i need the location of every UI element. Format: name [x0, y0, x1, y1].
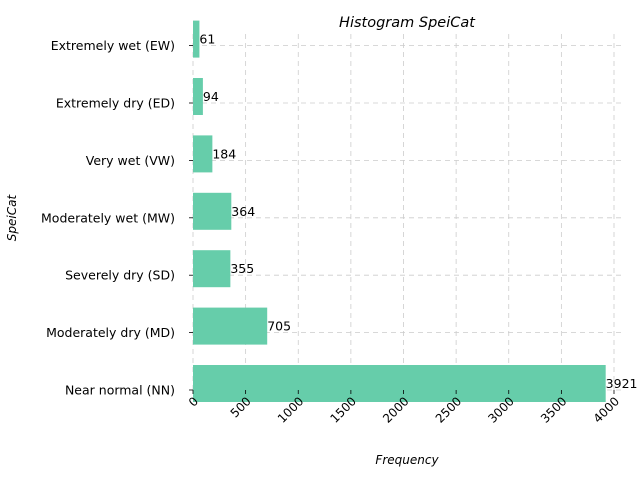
tick-layer — [189, 45, 615, 394]
chart-title: Histogram SpeiCat — [339, 15, 476, 31]
bar — [193, 365, 606, 402]
y-tick-label: Moderately wet (MW) — [41, 210, 175, 225]
bar-value-label: 3921 — [606, 376, 638, 391]
y-tick-label: Extremely dry (ED) — [56, 96, 175, 111]
bar-value-label: 355 — [230, 261, 254, 276]
y-tick-label: Severely dry (SD) — [65, 268, 175, 283]
y-tick-label: Very wet (VW) — [86, 153, 175, 168]
x-axis-label: Frequency — [375, 453, 439, 467]
bar — [193, 135, 213, 173]
y-tick-label: Moderately dry (MD) — [46, 325, 175, 340]
bar-value-label: 705 — [267, 319, 291, 334]
bar — [193, 250, 231, 288]
y-tick-label: Near normal (NN) — [65, 383, 175, 398]
bar-value-label: 364 — [231, 204, 255, 219]
bar-value-label: 184 — [212, 146, 236, 161]
bar — [193, 20, 200, 58]
bar — [193, 307, 268, 345]
bar-value-label: 61 — [199, 32, 215, 47]
y-axis-label: SpeiCat — [5, 194, 19, 242]
bar — [193, 78, 203, 115]
bar-layer — [193, 20, 606, 402]
bar — [193, 192, 232, 230]
bar-value-label: 94 — [203, 89, 219, 104]
y-tick-label: Extremely wet (EW) — [51, 38, 175, 53]
